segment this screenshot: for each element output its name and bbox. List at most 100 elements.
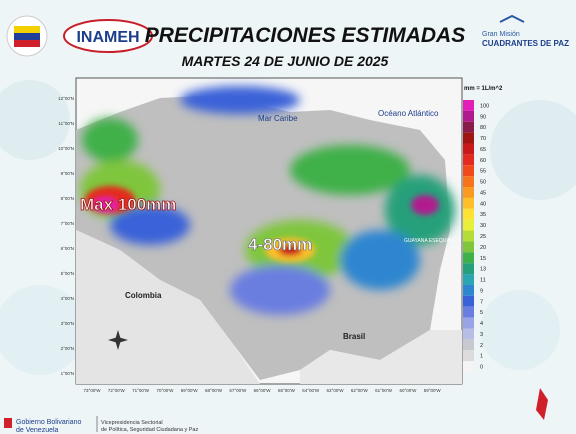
lat-label: 7°00'N bbox=[61, 221, 74, 226]
legend-label: 90 bbox=[480, 114, 486, 120]
legend-label: 60 bbox=[480, 158, 486, 164]
lon-label: 60°00'W bbox=[399, 388, 417, 393]
lat-label: 3°00'N bbox=[61, 321, 74, 326]
legend-label: 13 bbox=[480, 267, 486, 273]
lon-label: 61°00'W bbox=[375, 388, 393, 393]
agency-name: INAMEH bbox=[76, 29, 139, 46]
legend-swatch bbox=[463, 121, 474, 133]
legend-swatch bbox=[463, 306, 474, 318]
latitude-labels: 12°00'N 11°00'N 10°00'N 9°00'N 8°00'N 7°00'N 6… bbox=[58, 96, 74, 376]
legend-label: 40 bbox=[480, 201, 486, 207]
lat-label: 6°00'N bbox=[61, 246, 74, 251]
brasil-label: Brasil bbox=[343, 332, 365, 341]
lat-label: 2°00'N bbox=[61, 346, 74, 351]
legend-label: 2 bbox=[480, 343, 483, 349]
legend-label: 45 bbox=[480, 190, 486, 196]
compass bbox=[108, 330, 128, 350]
lat-label: 1°00'N bbox=[61, 371, 74, 376]
max-label: Max 100mm bbox=[80, 195, 176, 214]
legend-swatch bbox=[463, 295, 474, 307]
legend-swatch bbox=[463, 154, 474, 166]
legend-swatch bbox=[463, 208, 474, 220]
legend-swatch bbox=[463, 241, 474, 253]
lon-label: 70°00'W bbox=[156, 388, 174, 393]
lon-label: 65°00'W bbox=[278, 388, 296, 393]
legend-swatch bbox=[463, 143, 474, 155]
legend-swatch bbox=[463, 274, 474, 285]
gov-line1: Gobierno Bolivariano bbox=[16, 419, 81, 426]
legend-label: 55 bbox=[480, 169, 486, 175]
legend-label: 1 bbox=[480, 354, 483, 360]
precipitation-core bbox=[85, 186, 439, 262]
lon-label: 66°00'W bbox=[254, 388, 272, 393]
legend: 1009080706560555045403530252015131197543… bbox=[463, 100, 489, 372]
lon-label: 72°00'W bbox=[108, 388, 126, 393]
sea-label: Mar Caribe bbox=[258, 114, 298, 123]
lat-label: 8°00'N bbox=[61, 196, 74, 201]
legend-swatch bbox=[463, 110, 474, 122]
legend-swatch bbox=[463, 176, 474, 188]
agency-logo bbox=[63, 19, 153, 53]
legend-label: 5 bbox=[480, 310, 483, 316]
program-name: CUADRANTES DE PAZ bbox=[482, 39, 569, 48]
legend-label: 65 bbox=[480, 147, 486, 153]
lon-label: 73°00'W bbox=[84, 388, 102, 393]
legend-unit: mm = 1L/m^2 bbox=[464, 86, 503, 92]
lat-label: 11°00'N bbox=[58, 121, 74, 126]
lon-label: 64°00'W bbox=[302, 388, 320, 393]
legend-swatch bbox=[463, 339, 474, 351]
lon-label: 63°00'W bbox=[327, 388, 345, 393]
colombia-land bbox=[76, 230, 260, 384]
lon-label: 59°00'W bbox=[424, 388, 442, 393]
ocean-label: Océano Atlántico bbox=[378, 109, 439, 118]
map: Mar Caribe Océano Atlántico Colombia Bra… bbox=[76, 86, 462, 384]
vp-line1: Vicepresidencia Sectorial bbox=[101, 420, 163, 426]
legend-swatch bbox=[463, 100, 474, 111]
lat-label: 10°00'N bbox=[58, 146, 74, 151]
legend-swatch bbox=[463, 219, 474, 231]
brasil-land bbox=[300, 330, 462, 384]
legend-label: 7 bbox=[480, 299, 483, 305]
legend-swatch bbox=[463, 350, 474, 362]
lon-label: 68°00'W bbox=[205, 388, 223, 393]
lat-label: 5°00'N bbox=[61, 271, 74, 276]
legend-label: 35 bbox=[480, 212, 486, 218]
header: INAMEH PRECIPITACIONES ESTIMADAS MARTES … bbox=[6, 14, 569, 69]
background-pattern bbox=[0, 80, 576, 375]
bicentennial-logo bbox=[536, 388, 548, 420]
lat-label: 12°00'N bbox=[58, 96, 74, 101]
legend-swatch bbox=[463, 165, 474, 177]
legend-swatch bbox=[463, 263, 474, 275]
legend-label: 11 bbox=[480, 278, 486, 284]
colombia-label: Colombia bbox=[125, 291, 162, 300]
lat-label: 9°00'N bbox=[61, 171, 74, 176]
footer: Gobierno Bolivariano de Venezuela Vicepr… bbox=[4, 388, 548, 434]
legend-swatch bbox=[463, 328, 474, 340]
legend-label: 20 bbox=[480, 245, 486, 251]
legend-label: 80 bbox=[480, 125, 486, 131]
legend-swatch bbox=[463, 230, 474, 242]
legend-swatch bbox=[463, 132, 474, 144]
legend-label: 3 bbox=[480, 332, 483, 338]
range-label: 4-80mm bbox=[248, 235, 312, 254]
precipitation bbox=[80, 86, 455, 315]
title: PRECIPITACIONES ESTIMADAS bbox=[145, 24, 465, 47]
date: MARTES 24 DE JUNIO DE 2025 bbox=[182, 53, 389, 69]
legend-swatch bbox=[463, 284, 474, 296]
lon-label: 69°00'W bbox=[181, 388, 199, 393]
legend-label: 50 bbox=[480, 180, 486, 186]
legend-label: 70 bbox=[480, 136, 486, 142]
legend-swatch bbox=[463, 361, 474, 372]
legend-swatch bbox=[463, 252, 474, 264]
lon-label: 67°00'W bbox=[229, 388, 247, 393]
legend-label: 25 bbox=[480, 234, 486, 240]
legend-label: 9 bbox=[480, 288, 483, 294]
gov-line2: de Venezuela bbox=[16, 427, 59, 434]
legend-swatch bbox=[463, 317, 474, 329]
legend-label: 15 bbox=[480, 256, 486, 262]
legend-label: 30 bbox=[480, 223, 486, 229]
legend-swatch bbox=[463, 197, 474, 209]
legend-swatch bbox=[463, 187, 474, 198]
vp-line2: de Política, Seguridad Ciudadana y Paz bbox=[101, 427, 198, 433]
